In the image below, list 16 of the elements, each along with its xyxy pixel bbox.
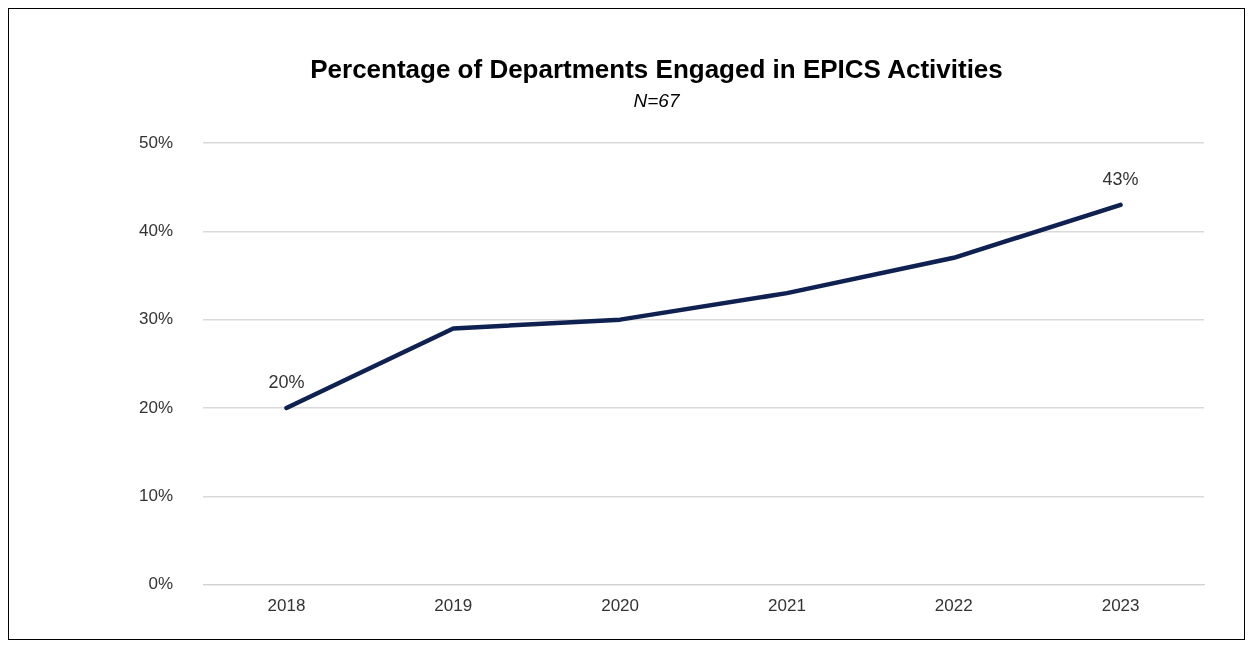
x-tick-label: 2021 [768, 596, 806, 616]
x-tick-label: 2022 [934, 596, 973, 616]
x-tick-label: 2020 [601, 596, 640, 616]
x-tick-label: 2019 [434, 596, 473, 616]
chart-subtitle: N=67 [633, 89, 681, 111]
data-label: 43% [1102, 168, 1139, 189]
y-tick-label: 20% [138, 397, 174, 417]
y-tick-label: 50% [138, 132, 174, 152]
chart-title: Percentage of Departments Engaged in EPICS Activities [310, 53, 1003, 84]
y-tick-label: 40% [138, 221, 174, 241]
x-tick-label: 2018 [267, 596, 306, 616]
y-tick-label: 0% [148, 574, 174, 594]
x-tick-label: 2023 [1101, 596, 1140, 616]
data-label: 20% [268, 371, 305, 392]
y-tick-label: 30% [138, 309, 174, 329]
y-tick-label: 10% [138, 485, 174, 505]
